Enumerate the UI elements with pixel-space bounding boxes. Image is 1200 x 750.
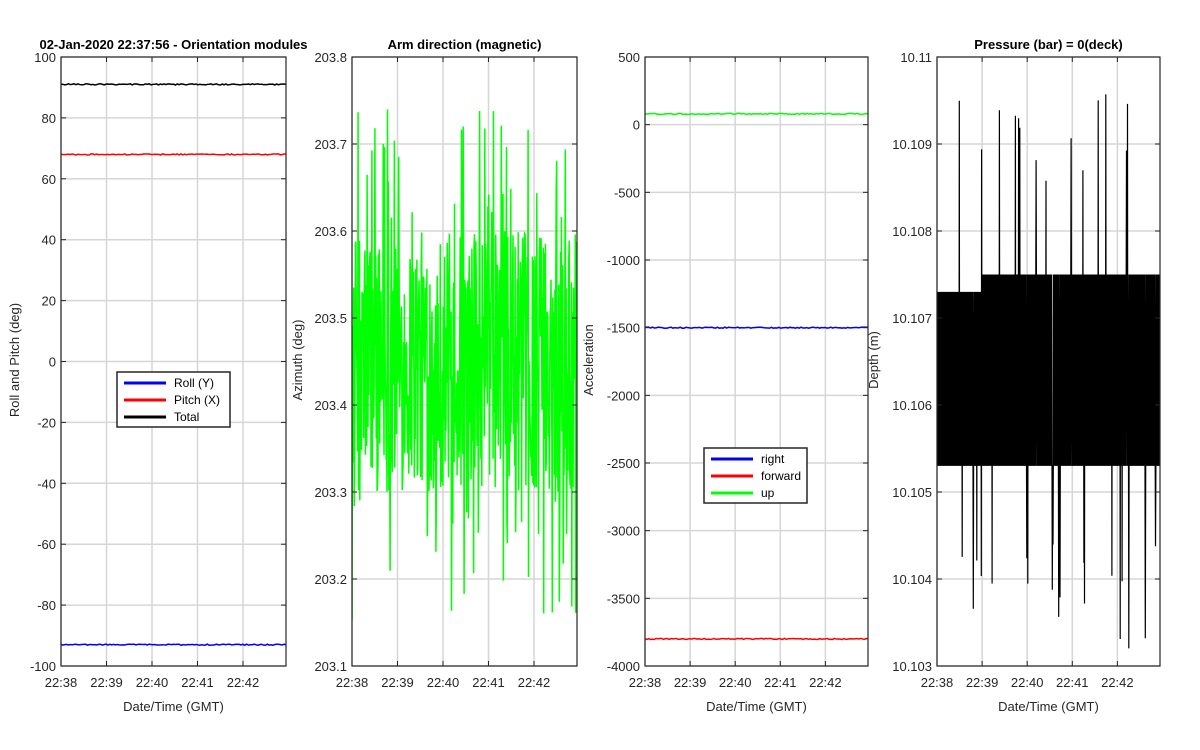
chart-title: Pressure (bar) = 0(deck): [974, 37, 1122, 52]
y-tick-label: -3000: [607, 524, 640, 539]
y-tick-label: 0: [49, 355, 56, 370]
series-line-forward: [645, 637, 868, 641]
y-tick-label: -4000: [607, 659, 640, 674]
y-axis-label: Acceleration: [581, 324, 596, 396]
y-tick-label: 10.109: [892, 137, 932, 152]
y-tick-label: 100: [34, 50, 56, 65]
legend-entry: up: [761, 486, 775, 500]
y-axis-label: Depth (m): [866, 331, 881, 389]
y-tick-label: 20: [42, 294, 56, 309]
x-tick-label: 22:39: [966, 675, 999, 690]
y-tick-label: 203.8: [314, 50, 347, 65]
y-tick-label: -80: [37, 598, 56, 613]
y-tick-label: 203.3: [314, 485, 347, 500]
axes-box: [936, 56, 1161, 667]
series-group: [352, 109, 577, 620]
y-tick-label: -500: [614, 185, 640, 200]
series-line-azimuth: [352, 109, 577, 620]
x-tick-label: 22:41: [472, 675, 505, 690]
y-tick-label: -20: [37, 415, 56, 430]
y-tick-label: -1000: [607, 253, 640, 268]
axes-box: [644, 56, 869, 667]
x-tick-label: 22:38: [336, 675, 369, 690]
legend-entry: forward: [761, 469, 801, 483]
y-tick-label: 10.105: [892, 485, 932, 500]
x-tick-label: 22:40: [1011, 675, 1044, 690]
y-tick-label: 60: [42, 172, 56, 187]
series-line-total: [61, 83, 286, 86]
y-tick-label: -2000: [607, 388, 640, 403]
x-axis-label: Date/Time (GMT): [998, 699, 1099, 714]
panel-4: 22:38 22:39 22:40 22:41 22:42 10.103 10.104 10.…: [866, 37, 1161, 714]
y-tick-label: 203.4: [314, 398, 347, 413]
y-tick-label: -1500: [607, 321, 640, 336]
y-tick-label: -2500: [607, 456, 640, 471]
y-tick-label: 10.107: [892, 311, 932, 326]
series-line-roll-y: [61, 643, 286, 647]
series-group: [937, 94, 1160, 649]
x-tick-label: 22:38: [921, 675, 954, 690]
legend-entry: Total: [174, 410, 199, 424]
legend-entry: Roll (Y): [174, 376, 214, 390]
legend: Roll (Y) Pitch (X) Total: [116, 371, 231, 428]
legend: right forward up: [703, 447, 808, 504]
x-tick-label: 22:41: [181, 675, 214, 690]
x-axis-label: Date/Time (GMT): [706, 699, 807, 714]
x-tick-label: 22:39: [90, 675, 123, 690]
y-tick-label: -3500: [607, 591, 640, 606]
legend-entry: right: [761, 452, 785, 466]
y-tick-label: 0: [633, 118, 640, 133]
x-axis-label: Date/Time (GMT): [123, 699, 224, 714]
x-tick-label: 22:42: [1101, 675, 1134, 690]
panel-2: 22:38 22:39 22:40 22:41 22:42 203.1 203.2 203.3…: [290, 37, 578, 690]
y-tick-label: 10.106: [892, 398, 932, 413]
x-tick-label: 22:39: [381, 675, 414, 690]
x-tick-label: 22:42: [518, 675, 551, 690]
y-tick-label: 10.103: [892, 659, 932, 674]
y-tick-label: 10.11: [900, 50, 932, 65]
plot-area: [645, 57, 868, 666]
y-axis-label: Azimuth (deg): [290, 320, 305, 401]
y-tick-label: 40: [42, 233, 56, 248]
x-tick-label: 22:41: [1056, 675, 1089, 690]
series-line-depth: [937, 94, 1160, 649]
y-tick-label: 203.6: [314, 224, 347, 239]
axes-box: [351, 56, 578, 667]
y-tick-label: -40: [37, 476, 56, 491]
legend-entry: Pitch (X): [174, 393, 220, 407]
x-tick-label: 22:38: [45, 675, 78, 690]
x-tick-label: 22:41: [764, 675, 797, 690]
y-tick-label: 203.2: [314, 572, 347, 587]
x-tick-label: 22:42: [809, 675, 842, 690]
panel-1: 22:38 22:39 22:40 22:41 22:42 -100 -80 -60 -40 -2…: [7, 37, 308, 714]
x-tick-label: 22:40: [136, 675, 169, 690]
series-line-up: [645, 112, 868, 116]
y-tick-label: 500: [618, 50, 640, 65]
y-tick-label: -100: [30, 659, 56, 674]
y-tick-label: 203.1: [314, 659, 347, 674]
series-line-pitch-x: [61, 152, 286, 156]
panel-3: 22:38 22:39 22:40 22:41 22:42 -4000 -3500 -3000…: [581, 50, 869, 714]
x-tick-label: 22:42: [227, 675, 260, 690]
y-tick-label: -60: [37, 537, 56, 552]
y-axis-label: Roll and Pitch (deg): [7, 303, 22, 417]
y-tick-label: 10.104: [892, 572, 932, 587]
y-tick-label: 203.5: [314, 311, 347, 326]
x-tick-label: 22:40: [427, 675, 460, 690]
x-tick-label: 22:40: [719, 675, 752, 690]
series-group: [61, 83, 286, 647]
x-tick-label: 22:38: [629, 675, 662, 690]
y-tick-label: 203.7: [314, 137, 347, 152]
series-line-right: [645, 326, 868, 330]
y-tick-label: 80: [42, 111, 56, 126]
y-tick-label: 10.108: [892, 224, 932, 239]
series-group: [645, 112, 868, 641]
chart-title: Arm direction (magnetic): [388, 37, 542, 52]
x-tick-label: 22:39: [674, 675, 707, 690]
chart-title: 02-Jan-2020 22:37:56 - Orientation modul…: [39, 37, 307, 52]
